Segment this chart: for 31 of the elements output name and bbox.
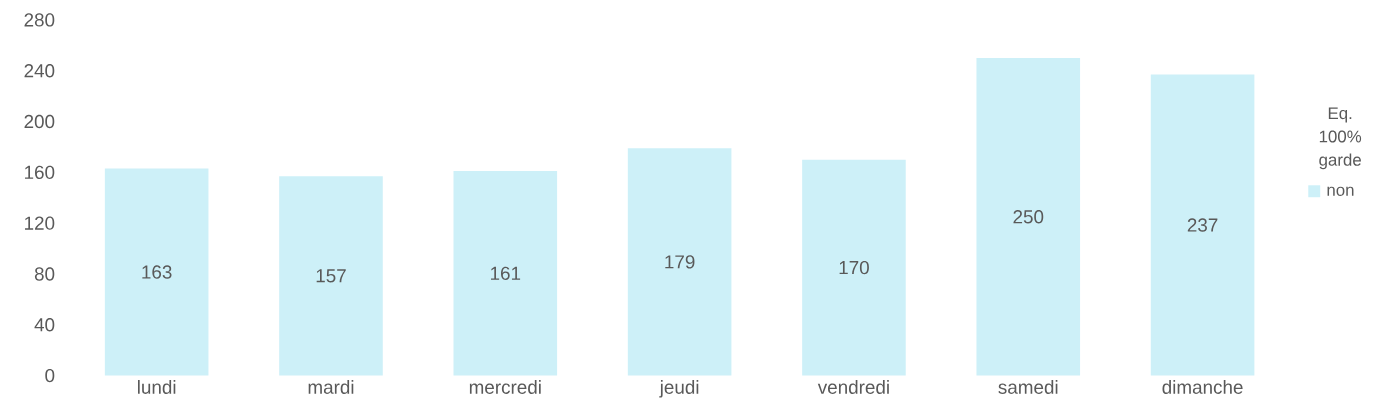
y-tick-label: 120 xyxy=(25,216,55,230)
data-label: 163 xyxy=(142,265,172,279)
bar xyxy=(453,170,558,376)
x-tick-label: dimanche xyxy=(1162,379,1243,394)
y-tick-label: 80 xyxy=(34,267,55,281)
data-label: 250 xyxy=(1013,209,1044,224)
y-tick-label: 160 xyxy=(25,165,55,179)
data-label: 237 xyxy=(1187,218,1218,232)
y-tick-label: 280 xyxy=(24,13,55,27)
bar xyxy=(976,57,1081,376)
x-tick-label: vendredi xyxy=(817,379,889,394)
x-tick-label: jeudi xyxy=(659,379,699,398)
legend-title: Eq. 100% garde xyxy=(1319,107,1362,169)
x-tick-label: samedi xyxy=(998,379,1058,394)
data-label: 161 xyxy=(491,266,521,280)
data-label: 157 xyxy=(316,269,346,283)
bar xyxy=(104,168,209,376)
y-tick-label: 200 xyxy=(24,114,55,129)
bar xyxy=(1150,74,1255,376)
bar xyxy=(802,159,906,376)
bar xyxy=(279,175,383,376)
x-tick-label: mercredi xyxy=(469,379,541,394)
y-tick-label: 40 xyxy=(34,317,55,332)
y-tick-label: 0 xyxy=(45,368,55,383)
bar xyxy=(627,148,732,376)
data-label: 179 xyxy=(665,255,695,269)
y-tick-label: 240 xyxy=(24,63,55,78)
data-label: 170 xyxy=(839,260,869,275)
x-tick-label: lundi xyxy=(138,379,176,394)
legend-label: non xyxy=(1327,186,1354,196)
x-tick-label: mardi xyxy=(308,379,354,394)
